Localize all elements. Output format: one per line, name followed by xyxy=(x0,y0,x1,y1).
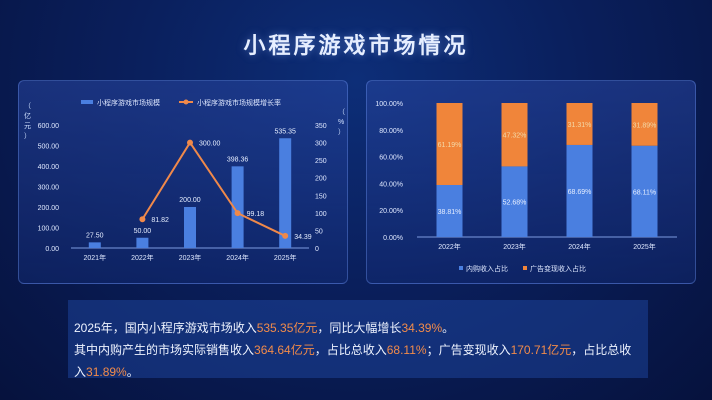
x-tick: 2023年 xyxy=(179,253,202,262)
y-right-tick: 200 xyxy=(315,176,327,183)
bar xyxy=(184,207,196,248)
y-right-tick: 300 xyxy=(315,141,327,148)
y-right-tick: 50 xyxy=(315,228,323,235)
growth-line xyxy=(141,140,286,237)
legend-ads-swatch xyxy=(523,266,527,270)
growth-value: 99.18 xyxy=(247,211,265,218)
x-tick: 2022年 xyxy=(131,253,154,262)
x-tick: 2022年 xyxy=(438,242,461,251)
market-size-chart: 小程序游戏市场规模 小程序游戏市场规模增长率（亿元）（%）0.00100.0020… xyxy=(24,98,345,262)
bar-inapp xyxy=(501,166,528,237)
y-tick: 100.00 xyxy=(38,226,60,233)
revenue-share-chart: 0.00% 20.00% 40.00% 60.00% 80.00% 100.00% 38.8… xyxy=(375,101,677,273)
ads-value: 31.31% xyxy=(568,122,592,129)
inapp-value: 52.68% xyxy=(503,200,527,207)
growth-point xyxy=(139,216,146,223)
y-tick: 60.00% xyxy=(379,155,403,162)
growth-point xyxy=(187,139,193,146)
summary-line-2: 其中内购产生的市场实际销售收入364.64亿元，占比总收入68.11%；广告变现… xyxy=(74,343,632,379)
right-axis-title: ） xyxy=(338,128,345,136)
growth-point xyxy=(234,210,241,217)
y-tick: 100.00% xyxy=(375,101,403,108)
left-axis-title: （ xyxy=(24,102,31,110)
inapp-value: 68.69% xyxy=(568,189,592,196)
growth-value: 34.39 xyxy=(294,234,312,241)
y-tick: 0.00% xyxy=(383,235,403,242)
right-axis-title: % xyxy=(338,119,344,126)
y-tick: 40.00% xyxy=(379,181,403,188)
legend-bar-swatch xyxy=(81,100,93,104)
growth-point xyxy=(282,232,289,239)
bar-value: 398.36 xyxy=(227,156,249,163)
legend-ads-label: 广告变现收入占比 xyxy=(530,264,586,273)
y-tick: 300.00 xyxy=(38,185,60,192)
bar xyxy=(88,242,101,248)
growth-value: 300.00 xyxy=(199,141,221,148)
y-right-tick: 250 xyxy=(315,158,327,165)
growth-value: 81.82 xyxy=(151,217,169,224)
legend-line-label: 小程序游戏市场规模增长率 xyxy=(197,98,281,107)
y-right-tick: 350 xyxy=(315,123,327,130)
bar-inapp xyxy=(566,144,593,237)
bar-value: 200.00 xyxy=(179,197,201,204)
left-axis-title: 元 xyxy=(24,122,31,130)
x-tick: 2024年 xyxy=(226,253,249,262)
bar-value: 50.00 xyxy=(134,228,152,235)
x-tick: 2025年 xyxy=(633,242,656,251)
bar-ads xyxy=(566,103,593,145)
x-tick: 2023年 xyxy=(503,242,526,251)
market-size-chart-panel: 小程序游戏市场规模 小程序游戏市场规模增长率（亿元）（%） 0.00 100.00 20… xyxy=(18,80,348,284)
bar-ads xyxy=(631,103,658,146)
legend-inapp-swatch xyxy=(459,266,463,270)
y-tick: 20.00% xyxy=(379,208,403,215)
bar-value: 27.50 xyxy=(86,232,104,239)
left-axis-title: 亿 xyxy=(24,111,31,120)
y-tick: 0.00 xyxy=(45,246,59,253)
bar-inapp xyxy=(436,184,463,237)
inapp-value: 38.81% xyxy=(438,209,462,216)
y-tick: 80.00% xyxy=(379,128,403,135)
y-right-tick: 100 xyxy=(315,211,327,218)
bar xyxy=(136,237,149,248)
x-tick: 2021年 xyxy=(84,253,107,262)
y-tick: 600.00 xyxy=(38,123,60,130)
y-tick: 400.00 xyxy=(38,164,60,171)
y-right-tick: 150 xyxy=(315,193,327,200)
ads-value: 61.19% xyxy=(438,142,462,149)
bar-ads xyxy=(501,103,528,167)
ads-value: 47.32% xyxy=(503,133,527,140)
y-tick: 200.00 xyxy=(38,205,60,212)
summary-box: 2025年，国内小程序游戏市场收入535.35亿元，同比大幅增长34.39%。 … xyxy=(68,300,648,379)
bar xyxy=(279,138,292,248)
legend-inapp-label: 内购收入占比 xyxy=(466,264,508,273)
y-right-tick: 0 xyxy=(315,246,319,253)
inapp-value: 68.11% xyxy=(633,189,656,196)
ads-value: 31.89% xyxy=(633,122,657,129)
y-tick: 500.00 xyxy=(38,144,60,151)
bar-value: 535.35 xyxy=(274,128,296,135)
x-tick: 2024年 xyxy=(568,242,591,251)
summary-line-1: 2025年，国内小程序游戏市场收入535.35亿元，同比大幅增长34.39%。 xyxy=(74,321,455,335)
right-axis-title: （ xyxy=(338,108,345,116)
bar-inapp xyxy=(631,145,658,237)
bar xyxy=(231,166,244,248)
left-axis-title: ） xyxy=(24,132,31,140)
revenue-share-chart-panel: 0.00% 20.00% 40.00% 60.00% 80.00% 100.00% 38.8… xyxy=(366,80,696,284)
page-title: 小程序游戏市场情况 xyxy=(243,33,469,58)
x-tick: 2025年 xyxy=(274,253,297,262)
bar-ads xyxy=(436,103,463,185)
legend-bar-label: 小程序游戏市场规模 xyxy=(97,98,160,107)
